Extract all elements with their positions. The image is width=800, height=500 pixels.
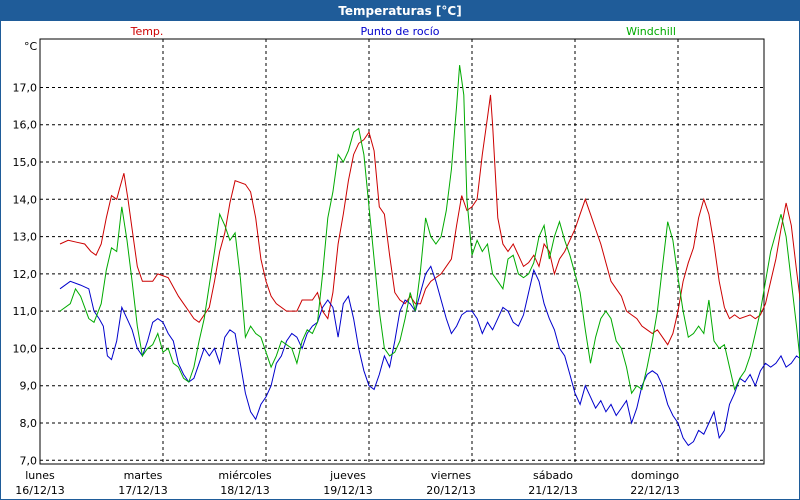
x-date-label: 19/12/13 [323, 484, 372, 497]
series-lines [59, 65, 800, 447]
y-axis: 7,0 8,0 9,0 10,0 11,0 12,0 13,0 14,0 15,0 16,0 17,… [13, 40, 38, 467]
y-tick-label: 17,0 [13, 81, 38, 94]
legend: Temp. Punto de rocío Windchill [130, 25, 676, 38]
series-line-2 [59, 65, 800, 395]
x-date-label: 21/12/13 [528, 484, 577, 497]
x-day-label: jueves [329, 469, 366, 482]
series-line-0 [59, 94, 800, 346]
y-tick-label: 14,0 [13, 193, 38, 206]
x-date-label: 16/12/13 [15, 484, 64, 497]
legend-entry: Punto de rocío [360, 25, 439, 38]
x-day-label: domingo [631, 469, 679, 482]
y-axis-unit: °C [24, 40, 38, 53]
series-line-1 [59, 265, 800, 447]
y-tick-label: 10,0 [13, 342, 38, 355]
y-tick-label: 9,0 [20, 380, 38, 393]
x-day-label: martes [124, 469, 163, 482]
x-day-label: lunes [25, 469, 55, 482]
x-day-label: viernes [431, 469, 471, 482]
x-axis: lunes 16/12/13 martes 17/12/13 miércoles 18/1… [15, 469, 679, 497]
x-date-label: 20/12/13 [426, 484, 475, 497]
y-tick-label: 12,0 [13, 268, 38, 281]
y-tick-label: 15,0 [13, 156, 38, 169]
y-tick-label: 16,0 [13, 119, 38, 132]
y-tick-label: 13,0 [13, 231, 38, 244]
y-tick-label: 7,0 [20, 454, 38, 467]
plot-frame [39, 38, 765, 465]
x-date-label: 18/12/13 [220, 484, 269, 497]
y-tick-label: 11,0 [13, 305, 38, 318]
x-day-label: miércoles [218, 469, 271, 482]
x-date-label: 17/12/13 [118, 484, 167, 497]
x-date-label: 22/12/13 [630, 484, 679, 497]
legend-entry: Windchill [626, 25, 676, 38]
x-day-label: sábado [533, 469, 573, 482]
y-tick-label: 8,0 [20, 417, 38, 430]
legend-entry: Temp. [130, 25, 164, 38]
grid [40, 39, 764, 464]
window-title: Temperaturas [°C] [1, 1, 799, 21]
